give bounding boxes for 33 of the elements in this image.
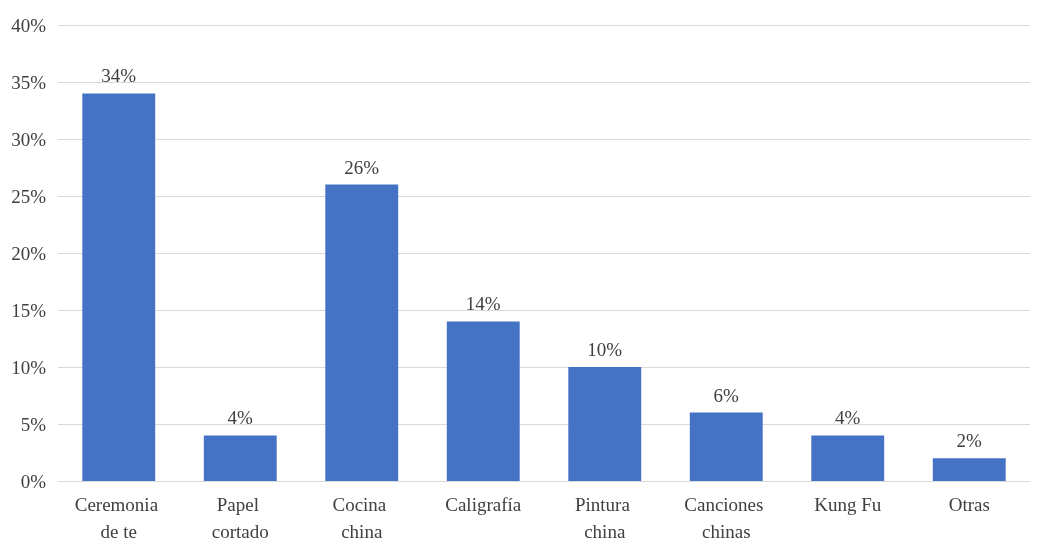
x-tick-label: Caligrafía xyxy=(445,494,522,515)
bar xyxy=(811,435,885,481)
data-label: 10% xyxy=(587,339,623,360)
bar xyxy=(325,184,399,481)
bar xyxy=(82,93,156,481)
y-tick-label: 25% xyxy=(11,185,47,207)
bar xyxy=(203,435,277,481)
bar xyxy=(689,412,763,481)
x-tick-label: Otras xyxy=(948,494,990,515)
y-tick-label: 35% xyxy=(11,71,47,93)
y-tick-label: 5% xyxy=(20,413,47,435)
x-tick-label: Kung Fu xyxy=(814,494,882,515)
data-label: 6% xyxy=(713,384,740,406)
data-label: 4% xyxy=(835,407,861,429)
data-label: 34% xyxy=(101,65,137,87)
y-tick-label: 15% xyxy=(11,299,47,321)
y-tick-label: 30% xyxy=(11,128,47,150)
y-tick-label: 10% xyxy=(11,356,47,378)
x-tick-label: Papel cortado xyxy=(211,494,269,542)
data-label: 26% xyxy=(344,156,380,178)
data-label: 14% xyxy=(465,293,501,315)
x-tick-label: Ceremonia de te xyxy=(74,494,163,542)
x-tick-label: Pintura china xyxy=(574,494,635,542)
bar xyxy=(568,367,642,481)
x-tick-label: Canciones chinas xyxy=(684,494,769,542)
x-tick-label: Cocina china xyxy=(332,494,392,542)
data-label: 2% xyxy=(956,430,983,452)
bar xyxy=(932,458,1006,481)
y-tick-label: 40% xyxy=(11,14,47,36)
y-tick-label: 0% xyxy=(20,470,47,492)
bar xyxy=(446,321,520,481)
y-tick-label: 20% xyxy=(11,242,47,264)
data-label: 4% xyxy=(227,407,254,429)
